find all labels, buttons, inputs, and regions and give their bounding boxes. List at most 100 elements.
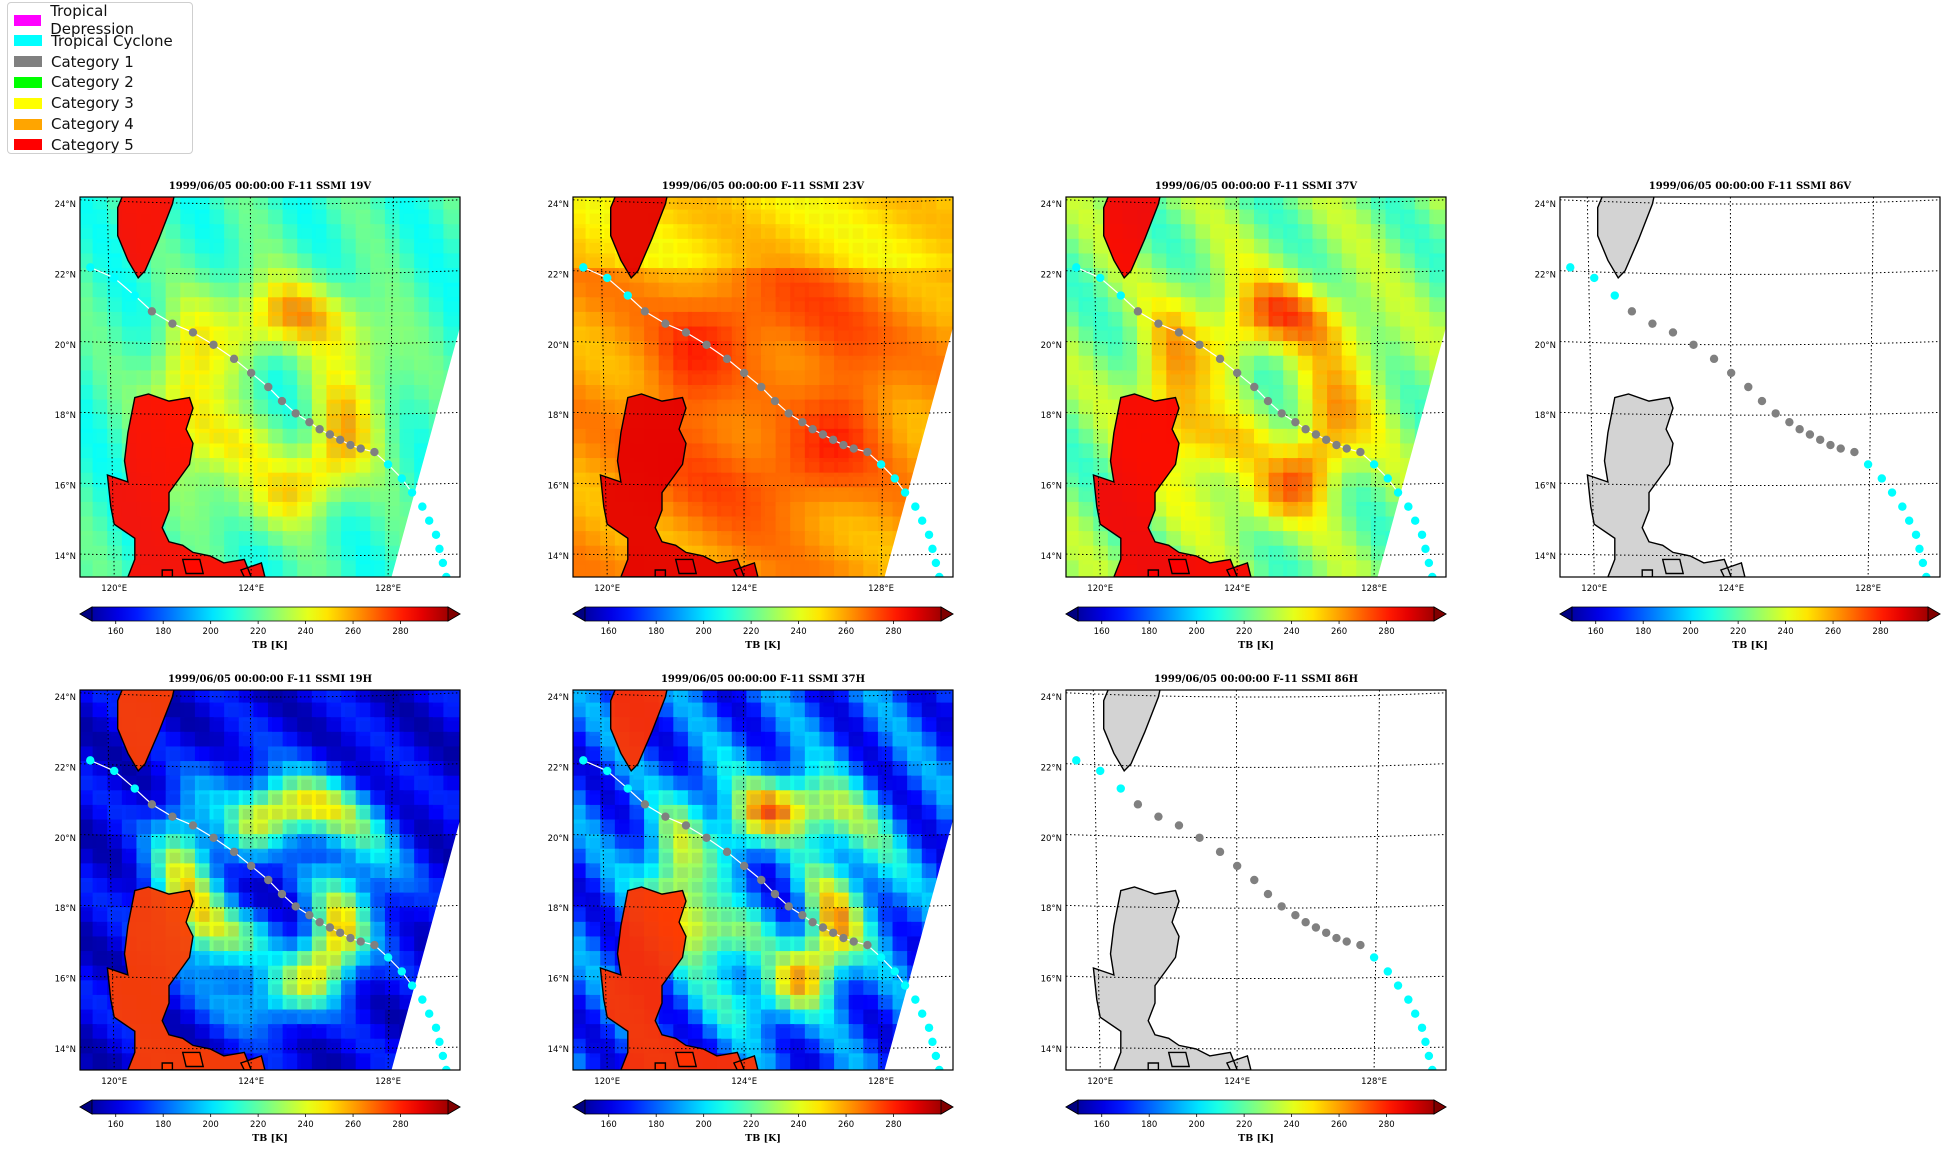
parallel-line	[573, 199, 953, 205]
track-point	[1072, 263, 1081, 272]
land-fill	[1093, 394, 1238, 577]
parallel-line	[1066, 1046, 1446, 1050]
coastline	[117, 690, 175, 773]
track-point	[1277, 409, 1286, 418]
lat-tick-label: 20°N	[548, 341, 569, 351]
track-point	[188, 328, 198, 337]
colorbar-tick-label: 260	[838, 1120, 854, 1130]
graticule	[80, 197, 460, 577]
lat-tick-label: 20°N	[1041, 341, 1062, 351]
parallel-line	[80, 692, 460, 698]
track-point	[1277, 902, 1286, 911]
swath-gap	[884, 327, 953, 577]
meridian-line	[249, 690, 252, 1070]
track-point	[229, 847, 239, 857]
track-point	[1648, 319, 1657, 328]
map-frame	[79, 196, 461, 578]
coastline	[161, 1062, 174, 1070]
lat-tick-label: 18°N	[1041, 411, 1062, 421]
track-point	[305, 910, 314, 920]
track-point	[1383, 967, 1393, 976]
meridian-line	[1586, 197, 1595, 577]
track-point	[1311, 923, 1321, 932]
lat-tick-label: 22°N	[55, 763, 76, 773]
track-point	[1836, 444, 1845, 453]
land-fill	[117, 690, 174, 771]
storm-track-line	[583, 759, 940, 1070]
map-frame	[1065, 196, 1447, 578]
legend-swatch	[14, 139, 42, 151]
track-point	[229, 354, 239, 364]
track-point	[1726, 368, 1736, 378]
track-point	[1410, 1009, 1420, 1018]
parallel-line	[1066, 692, 1446, 698]
coastline	[239, 561, 266, 577]
lat-tick-label: 20°N	[55, 341, 76, 351]
colorbar-min-extend	[572, 606, 586, 622]
lat-tick-label: 16°N	[55, 482, 76, 492]
lat-tick-label: 14°N	[1535, 552, 1556, 562]
graticule	[80, 690, 460, 1070]
track-point	[702, 833, 711, 842]
colorbar-tick-label: 260	[345, 627, 361, 637]
coastline	[106, 393, 252, 577]
track-point	[1311, 430, 1321, 439]
track-point	[1342, 937, 1351, 946]
legend-item-category-5: Category 5	[14, 135, 134, 155]
track-point	[603, 273, 612, 283]
track-point	[1757, 396, 1767, 406]
track-point	[661, 812, 670, 821]
storm-track-line	[90, 759, 447, 1070]
track-point	[1321, 435, 1331, 444]
coastline	[599, 393, 745, 577]
coastline	[1103, 690, 1161, 773]
coastline	[732, 561, 759, 577]
track-point	[1404, 995, 1413, 1004]
land-fill	[675, 1052, 697, 1067]
track-point	[1215, 847, 1225, 857]
track-point	[1911, 530, 1921, 539]
map-panel-86v: 1999/06/05 00:00:00 F-11 SSMI 86V 24°N 22°…	[1535, 181, 1941, 651]
track-point	[818, 923, 828, 932]
land-fill	[117, 197, 174, 278]
colorbar-tick-label: 240	[1283, 627, 1299, 637]
colorbar-tick-label: 160	[601, 1120, 617, 1130]
parallel-line	[573, 411, 953, 416]
track-point	[1922, 572, 1931, 577]
track-point	[681, 821, 691, 830]
land-fill	[1103, 690, 1160, 771]
track-point	[702, 340, 711, 349]
colorbar-tick-label: 180	[155, 627, 171, 637]
track-point	[1610, 291, 1619, 300]
colorbar-tick-label: 160	[1094, 627, 1110, 637]
track-point	[1668, 328, 1678, 337]
coastline	[1719, 561, 1746, 577]
legend-swatch	[14, 35, 42, 47]
lon-tick-label: 128°E	[868, 584, 894, 594]
parallel-line	[1560, 270, 1940, 275]
land-fill	[107, 394, 252, 577]
parallel-line	[1066, 834, 1446, 839]
track-point	[315, 425, 324, 434]
land-fill	[655, 570, 666, 577]
land-fill	[107, 887, 252, 1070]
colorbar-bar	[572, 1099, 954, 1115]
track-point	[315, 918, 324, 927]
land-fill	[1148, 1063, 1159, 1070]
land-fill	[182, 1052, 204, 1067]
colorbar-label: TB [K]	[745, 1133, 781, 1144]
colorbar-tick-label: 180	[648, 627, 664, 637]
meridian-line	[880, 197, 887, 577]
land-fill	[655, 1063, 666, 1070]
category-legend: Tropical Depression Tropical Cyclone Categ…	[7, 2, 193, 154]
track-point	[291, 409, 300, 418]
track-point	[722, 354, 732, 364]
colorbar-tick-label: 220	[1236, 1120, 1252, 1130]
parallel-line	[1066, 482, 1446, 487]
track-point	[1887, 488, 1897, 497]
coastline	[239, 1054, 266, 1070]
track-point	[1321, 928, 1331, 937]
track-point	[1195, 833, 1204, 842]
track-point	[246, 368, 256, 378]
track-point	[579, 263, 588, 272]
